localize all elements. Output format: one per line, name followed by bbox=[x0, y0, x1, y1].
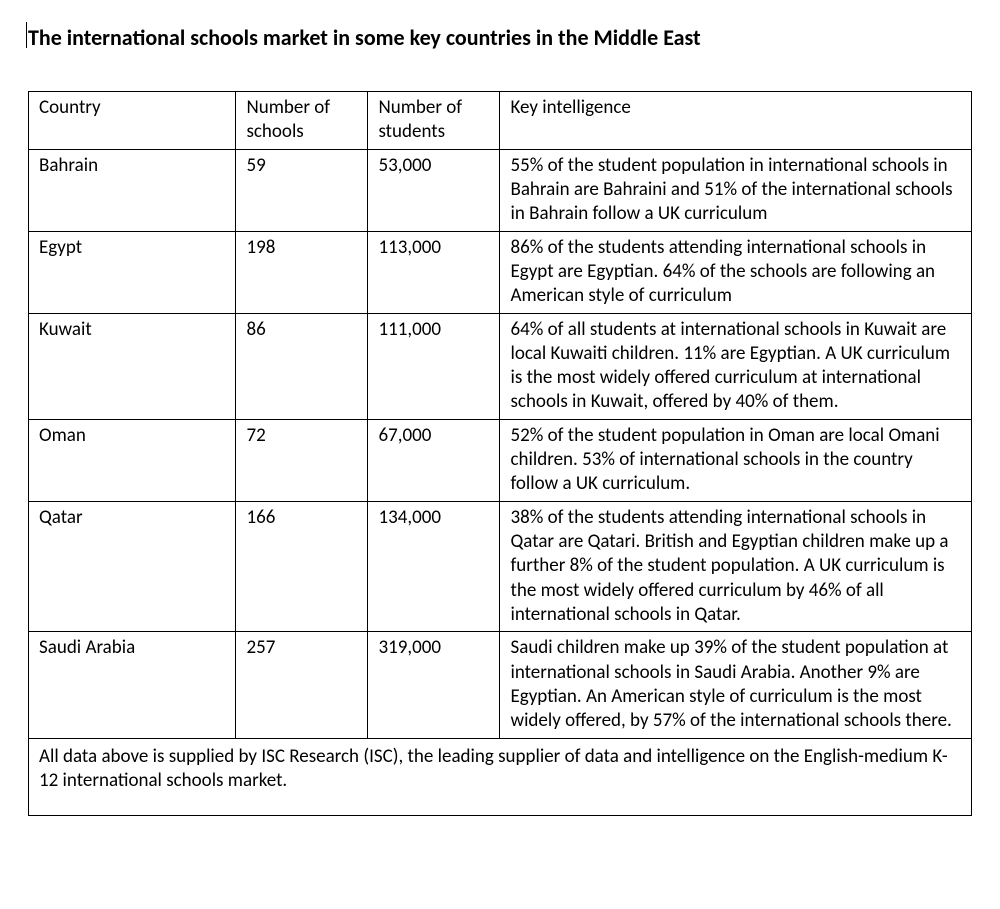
cell-intel: 55% of the student population in interna… bbox=[500, 149, 972, 231]
cell-intel: 64% of all students at international sch… bbox=[500, 313, 972, 419]
cell-country: Oman bbox=[29, 419, 236, 501]
cell-schools: 72 bbox=[236, 419, 368, 501]
cell-schools: 59 bbox=[236, 149, 368, 231]
table-row: Bahrain 59 53,000 55% of the student pop… bbox=[29, 149, 972, 231]
cell-country: Saudi Arabia bbox=[29, 632, 236, 738]
cell-intel: 38% of the students attending internatio… bbox=[500, 501, 972, 632]
cell-schools: 166 bbox=[236, 501, 368, 632]
cell-intel: 52% of the student population in Oman ar… bbox=[500, 419, 972, 501]
cell-students: 111,000 bbox=[368, 313, 500, 419]
document-page: The international schools market in some… bbox=[0, 0, 1000, 846]
page-title: The international schools market in some… bbox=[28, 24, 972, 51]
cell-students: 134,000 bbox=[368, 501, 500, 632]
col-header-country: Country bbox=[29, 92, 236, 150]
table-header-row: Country Number of schools Number of stud… bbox=[29, 92, 972, 150]
cell-country: Qatar bbox=[29, 501, 236, 632]
col-header-students: Number of students bbox=[368, 92, 500, 150]
cell-schools: 198 bbox=[236, 231, 368, 313]
table-row: Egypt 198 113,000 86% of the students at… bbox=[29, 231, 972, 313]
cell-intel: 86% of the students attending internatio… bbox=[500, 231, 972, 313]
table-row: Qatar 166 134,000 38% of the students at… bbox=[29, 501, 972, 632]
col-header-schools: Number of schools bbox=[236, 92, 368, 150]
table-row: Saudi Arabia 257 319,000 Saudi children … bbox=[29, 632, 972, 738]
cell-country: Bahrain bbox=[29, 149, 236, 231]
cell-schools: 257 bbox=[236, 632, 368, 738]
cell-students: 113,000 bbox=[368, 231, 500, 313]
title-text: The international schools market in some… bbox=[28, 24, 701, 51]
cell-students: 53,000 bbox=[368, 149, 500, 231]
text-cursor bbox=[26, 22, 28, 48]
cell-students: 319,000 bbox=[368, 632, 500, 738]
cell-students: 67,000 bbox=[368, 419, 500, 501]
col-header-intel: Key intelligence bbox=[500, 92, 972, 150]
cell-schools: 86 bbox=[236, 313, 368, 419]
table-row: Kuwait 86 111,000 64% of all students at… bbox=[29, 313, 972, 419]
cell-country: Kuwait bbox=[29, 313, 236, 419]
table-footnote-row: All data above is supplied by ISC Resear… bbox=[29, 738, 972, 816]
table-row: Oman 72 67,000 52% of the student popula… bbox=[29, 419, 972, 501]
cell-country: Egypt bbox=[29, 231, 236, 313]
table-body: Country Number of schools Number of stud… bbox=[29, 92, 972, 816]
footnote-cell: All data above is supplied by ISC Resear… bbox=[29, 738, 972, 816]
cell-intel: Saudi children make up 39% of the studen… bbox=[500, 632, 972, 738]
schools-table: Country Number of schools Number of stud… bbox=[28, 91, 972, 816]
